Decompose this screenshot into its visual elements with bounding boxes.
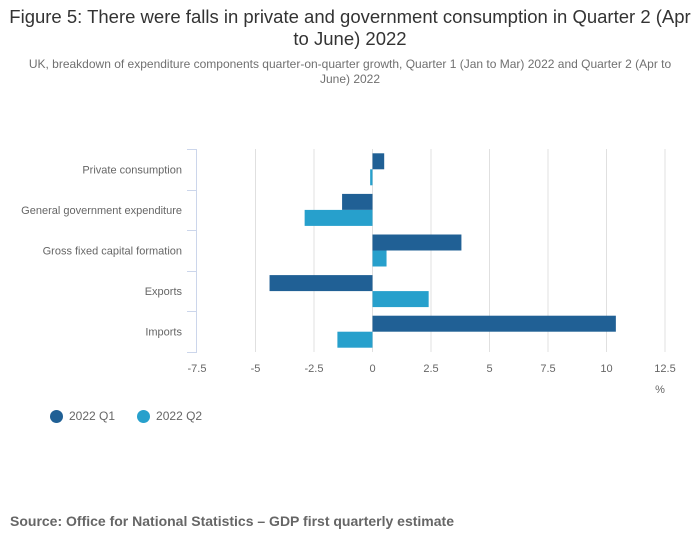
bar-q2[interactable] (372, 250, 387, 267)
x-tick-label: 10 (600, 363, 612, 375)
chart-subtitle: UK, breakdown of expenditure components … (28, 57, 672, 86)
category-label: Exports (145, 286, 183, 298)
bar-q1[interactable] (372, 234, 462, 251)
legend-marker-q1 (50, 409, 63, 423)
bar-q2[interactable] (304, 209, 373, 226)
bars (269, 153, 616, 348)
x-tick-label: 5 (486, 363, 492, 375)
x-tick-label: 2.5 (423, 363, 438, 375)
bar-q1[interactable] (372, 153, 385, 170)
bar-q2[interactable] (372, 291, 429, 308)
bar-q2[interactable] (337, 331, 373, 348)
legend: 2022 Q1 2022 Q2 (50, 409, 224, 423)
category-label: Private consumption (82, 164, 182, 176)
category-label: Gross fixed capital formation (43, 246, 182, 258)
x-tick-label: 7.5 (540, 363, 555, 375)
legend-marker-q2 (137, 409, 151, 423)
x-axis-ticks: -7.5 -5 -2.5 0 2.5 5 7.5 10 12.5 (188, 363, 676, 375)
x-tick-label: -7.5 (188, 363, 207, 375)
bar-q2[interactable] (370, 169, 373, 186)
chart-title: Figure 5: There were falls in private an… (9, 6, 691, 49)
x-tick-label: 0 (369, 363, 375, 375)
x-tick-label: -2.5 (305, 363, 324, 375)
legend-label-q1: 2022 Q1 (69, 409, 116, 423)
x-axis-unit-label: % (655, 384, 665, 396)
legend-item-q2[interactable]: 2022 Q2 (137, 409, 202, 423)
category-label: Imports (145, 327, 182, 339)
bar-q1[interactable] (269, 275, 373, 292)
category-label: General government expenditure (21, 205, 182, 217)
legend-label-q2: 2022 Q2 (156, 409, 203, 423)
x-tick-label: 12.5 (654, 363, 675, 375)
legend-item-q1[interactable]: 2022 Q1 (50, 409, 115, 423)
category-labels: Private consumption General government ex… (21, 164, 182, 338)
source-note: Source: Office for National Statistics –… (10, 513, 454, 529)
y-axis (187, 149, 197, 353)
bar-q1[interactable] (342, 193, 373, 210)
bar-q1[interactable] (372, 315, 616, 332)
x-tick-label: -5 (251, 363, 261, 375)
